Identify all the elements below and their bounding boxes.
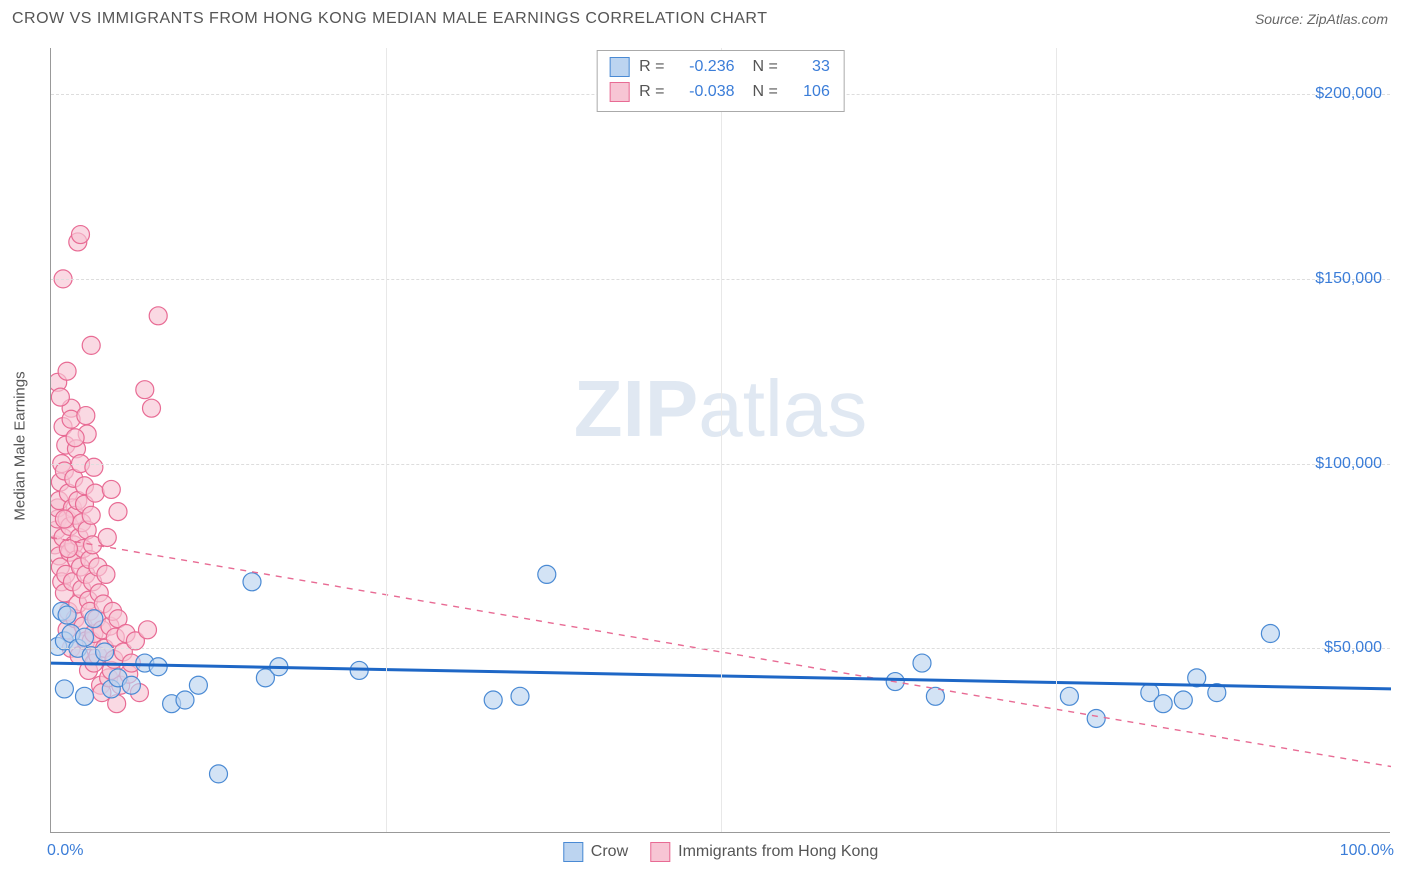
legend-r-label: R = xyxy=(639,55,664,80)
series-legend-item: Immigrants from Hong Kong xyxy=(650,842,878,862)
legend-swatch xyxy=(609,57,629,77)
data-point xyxy=(82,506,100,524)
y-tick-label: $50,000 xyxy=(1324,639,1382,657)
data-point xyxy=(58,606,76,624)
y-tick-label: $200,000 xyxy=(1315,85,1382,103)
data-point xyxy=(97,565,115,583)
legend-n-label: N = xyxy=(753,80,778,105)
data-point xyxy=(85,458,103,476)
data-point xyxy=(1154,695,1172,713)
data-point xyxy=(96,643,114,661)
data-point xyxy=(1060,687,1078,705)
data-point xyxy=(55,680,73,698)
data-point xyxy=(122,676,140,694)
grid-line-v xyxy=(386,48,387,832)
x-tick-right: 100.0% xyxy=(1340,842,1394,860)
data-point xyxy=(511,687,529,705)
grid-line-v xyxy=(721,48,722,832)
data-point xyxy=(143,399,161,417)
data-point xyxy=(243,573,261,591)
data-point xyxy=(138,621,156,639)
data-point xyxy=(71,226,89,244)
legend-swatch xyxy=(650,842,670,862)
legend-n-label: N = xyxy=(753,55,778,80)
data-point xyxy=(77,407,95,425)
legend-n-value: 106 xyxy=(788,80,830,105)
data-point xyxy=(189,676,207,694)
data-point xyxy=(149,658,167,676)
data-point xyxy=(176,691,194,709)
data-point xyxy=(86,484,104,502)
y-tick-label: $100,000 xyxy=(1315,455,1382,473)
data-point xyxy=(149,307,167,325)
legend-n-value: 33 xyxy=(788,55,830,80)
legend-r-value: -0.038 xyxy=(675,80,735,105)
plot-area: ZIPatlas R =-0.236N =33R =-0.038N =106 0… xyxy=(50,48,1390,833)
x-tick-left: 0.0% xyxy=(47,842,83,860)
chart-title: CROW VS IMMIGRANTS FROM HONG KONG MEDIAN… xyxy=(12,10,767,28)
data-point xyxy=(109,503,127,521)
data-point xyxy=(51,388,69,406)
data-point xyxy=(76,687,94,705)
data-point xyxy=(136,381,154,399)
data-point xyxy=(85,610,103,628)
data-point xyxy=(913,654,931,672)
legend-swatch xyxy=(563,842,583,862)
correlation-legend: R = -0.236 N = 33 R = -0.038 N = 106 xyxy=(596,50,845,112)
data-point xyxy=(82,336,100,354)
source-label: Source: ZipAtlas.com xyxy=(1255,11,1388,27)
series-label: Immigrants from Hong Kong xyxy=(678,843,878,861)
data-point xyxy=(59,540,77,558)
data-point xyxy=(102,480,120,498)
data-point xyxy=(58,362,76,380)
data-point xyxy=(538,565,556,583)
y-axis-label: Median Male Earnings xyxy=(12,371,29,520)
data-point xyxy=(484,691,502,709)
grid-line-v xyxy=(1056,48,1057,832)
legend-r-value: -0.236 xyxy=(675,55,735,80)
legend-swatch xyxy=(609,82,629,102)
data-point xyxy=(76,628,94,646)
y-tick-label: $150,000 xyxy=(1315,270,1382,288)
data-point xyxy=(210,765,228,783)
data-point xyxy=(1174,691,1192,709)
legend-row: R = -0.236 N = 33 xyxy=(609,55,830,80)
data-point xyxy=(1087,709,1105,727)
data-point xyxy=(98,528,116,546)
data-point xyxy=(66,429,84,447)
series-label: Crow xyxy=(591,843,628,861)
series-legend-item: Crow xyxy=(563,842,628,862)
legend-row: R = -0.038 N = 106 xyxy=(609,80,830,105)
legend-r-label: R = xyxy=(639,80,664,105)
data-point xyxy=(1261,625,1279,643)
data-point xyxy=(55,510,73,528)
series-legend: Crow Immigrants from Hong Kong xyxy=(563,842,878,862)
